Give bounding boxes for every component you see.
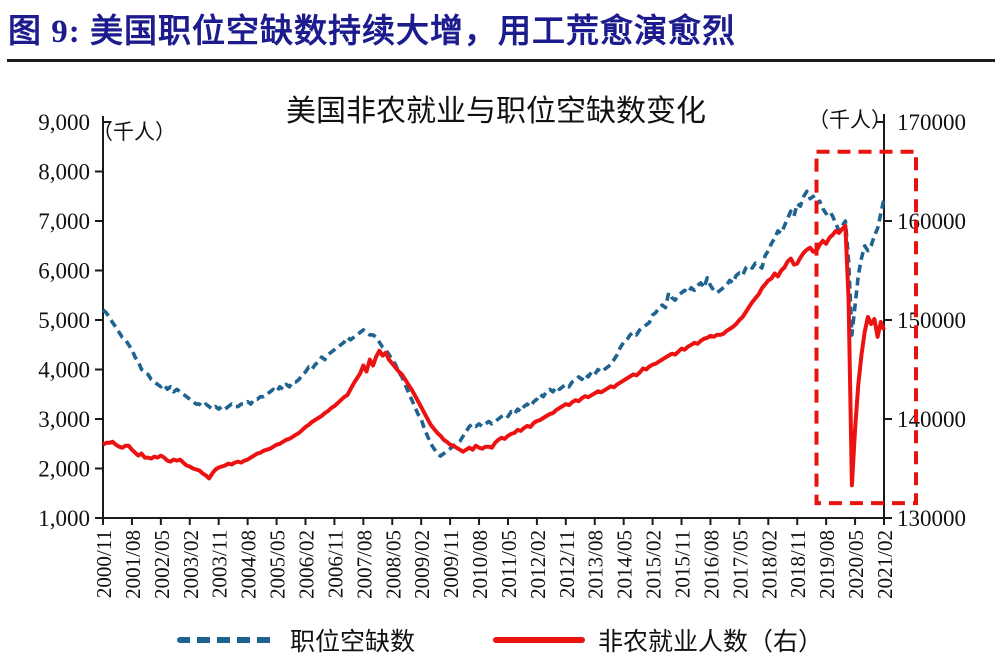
x-axis-tick-label: 2018/02 bbox=[757, 530, 781, 599]
x-axis-tick-label: 2016/08 bbox=[699, 530, 723, 599]
figure-header: 图 9: 美国职位空缺数持续大增，用工荒愈演愈烈 bbox=[8, 4, 992, 52]
right-axis-tick-label: 130000 bbox=[897, 506, 966, 531]
x-axis-tick-label: 2020/05 bbox=[844, 530, 868, 599]
x-axis-tick-label: 2010/08 bbox=[468, 530, 492, 599]
x-axis-tick-label: 2000/11 bbox=[92, 530, 116, 598]
legend-item-employment: 非农就业人数（右） bbox=[493, 622, 823, 658]
header-divider bbox=[7, 59, 995, 62]
x-axis-tick-label: 2012/11 bbox=[555, 530, 579, 598]
right-axis-unit: （千人） bbox=[808, 108, 892, 132]
employment-solid-line-swatch bbox=[493, 637, 585, 643]
left-axis-tick-label: 5,000 bbox=[38, 308, 90, 333]
right-axis-tick-label: 170000 bbox=[897, 110, 966, 135]
x-axis-tick-label: 2002/05 bbox=[150, 530, 174, 599]
openings-dashed-line-swatch bbox=[176, 637, 277, 643]
x-axis-tick-label: 2018/11 bbox=[786, 530, 810, 598]
x-axis-tick-label: 2009/11 bbox=[439, 530, 463, 598]
left-axis-tick-label: 3,000 bbox=[38, 407, 90, 432]
x-axis-tick-label: 2006/02 bbox=[294, 530, 318, 599]
x-axis-tick-label: 2004/08 bbox=[237, 530, 261, 599]
right-axis-tick-label: 150000 bbox=[897, 308, 966, 333]
x-axis-tick-label: 2009/02 bbox=[410, 530, 434, 599]
left-axis-tick-label: 1,000 bbox=[38, 506, 90, 531]
x-axis-tick-label: 2006/11 bbox=[323, 530, 347, 598]
nonfarm-employment-line bbox=[101, 223, 886, 488]
x-axis-tick-label: 2012/02 bbox=[526, 530, 550, 599]
x-axis-tick-label: 2015/11 bbox=[671, 530, 695, 598]
x-axis-tick-label: 2003/02 bbox=[179, 530, 203, 599]
x-axis-tick-label: 2008/05 bbox=[381, 530, 405, 599]
x-axis-tick-label: 2017/05 bbox=[728, 530, 752, 599]
x-axis-tick-label: 2001/08 bbox=[121, 530, 145, 599]
x-axis-tick-label: 2021/02 bbox=[873, 530, 897, 599]
legend-item-openings: 职位空缺数 bbox=[176, 622, 415, 658]
legend-label-employment: 非农就业人数（右） bbox=[598, 629, 824, 656]
chart-legend: 职位空缺数 非农就业人数（右） bbox=[0, 622, 1000, 658]
x-axis-tick-label: 2005/05 bbox=[266, 530, 290, 599]
legend-label-openings: 职位空缺数 bbox=[289, 629, 415, 656]
left-axis-tick-label: 9,000 bbox=[38, 110, 90, 135]
left-axis-tick-label: 4,000 bbox=[38, 358, 90, 383]
job-openings-line bbox=[101, 189, 886, 458]
left-axis-tick-label: 6,000 bbox=[38, 259, 90, 284]
left-axis-tick-label: 7,000 bbox=[38, 209, 90, 234]
left-axis-unit: （千人） bbox=[92, 120, 176, 144]
x-axis-tick-label: 2015/02 bbox=[642, 530, 666, 599]
x-axis-tick-label: 2013/08 bbox=[584, 530, 608, 599]
right-axis-tick-label: 140000 bbox=[897, 407, 966, 432]
covid-highlight-box bbox=[814, 149, 918, 506]
x-axis-tick-label: 2003/11 bbox=[208, 530, 232, 598]
x-axis-tick-label: 2014/05 bbox=[613, 530, 637, 599]
x-axis-tick-label: 2019/08 bbox=[815, 530, 839, 599]
right-axis-tick-label: 160000 bbox=[897, 209, 966, 234]
x-axis-tick-label: 2007/08 bbox=[352, 530, 376, 599]
x-axis-tick-label: 2011/05 bbox=[497, 530, 521, 598]
figure-title: 图 9: 美国职位空缺数持续大增，用工荒愈演愈烈 bbox=[8, 14, 736, 50]
chart-generated-content: 9,000 8,000 7,000 6,000 5,000 4,000 3,000 2,000… bbox=[38, 110, 966, 599]
left-axis-tick-label: 2,000 bbox=[38, 457, 90, 482]
chart-title: 美国非农就业与职位空缺数变化 bbox=[286, 95, 706, 128]
left-axis-tick-label: 8,000 bbox=[38, 160, 90, 185]
